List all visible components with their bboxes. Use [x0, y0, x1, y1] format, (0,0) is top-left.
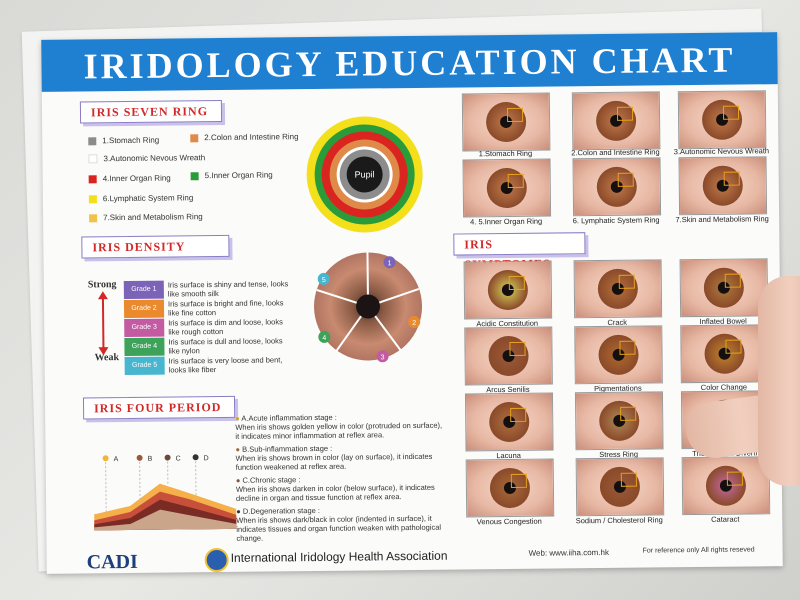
pupil	[346, 156, 383, 193]
swatch	[88, 175, 97, 184]
symptom-caption: Sodium / Cholesterol Ring	[575, 515, 663, 526]
density-grade-desc-4: Iris surface is dull and loose, looks li…	[168, 336, 283, 356]
density-grade-desc-2: Iris surface is bright and fine, looks l…	[167, 298, 284, 318]
ring-photo-caption: 2.Colon and Intestine Ring	[571, 147, 660, 158]
density-grade-5: Grade 5	[124, 356, 165, 376]
density-grade-4: Grade 4	[124, 337, 165, 357]
symptom-photo-3	[679, 258, 769, 318]
symptom-photo-7	[464, 392, 554, 452]
seven-ring-diagram: Pupil	[306, 116, 423, 233]
symptom-caption: Venous Congestion	[476, 516, 542, 527]
swatch	[88, 137, 97, 146]
website: Web: www.iiha.com.hk	[528, 547, 609, 558]
section-density: IRIS DENSITY	[81, 234, 230, 259]
symptom-photo-10	[465, 458, 555, 518]
legend-skin: 7.Skin and Metabolism Ring	[89, 212, 203, 223]
ring-photo-caption: 3.Autonomic Nevous Wreath	[673, 146, 770, 157]
chart-title: IRIDOLOGY EDUCATION CHART	[83, 39, 736, 87]
ring-photo-caption: 6. Lymphatic System Ring	[572, 215, 660, 226]
ring-photo-2	[571, 91, 661, 151]
four-period-graph: A B C D	[94, 454, 237, 531]
swatch	[190, 172, 199, 181]
swatch	[88, 195, 97, 204]
svg-text:1: 1	[388, 260, 392, 267]
legend-inner-organ-5: 5.Inner Organ Ring	[190, 170, 273, 181]
svg-text:B: B	[148, 456, 153, 463]
swatch	[89, 214, 98, 223]
density-grade-3: Grade 3	[124, 318, 165, 338]
symptom-photo-8	[574, 391, 664, 451]
pupil-label: Pupil	[355, 169, 375, 179]
density-wheel: 1 2 3 4 5	[314, 252, 423, 363]
svg-text:5: 5	[322, 277, 326, 284]
swatch	[190, 134, 199, 143]
symptom-photo-4	[464, 326, 553, 386]
symptom-photo-6	[680, 324, 769, 384]
association-name: International Iridology Health Associati…	[230, 548, 448, 565]
stage-c: ● C.Chronic stage : When iris shows darke…	[235, 475, 435, 503]
ring-photo-5	[572, 157, 662, 217]
ring-photo-caption: 7.Skin and Metabolism Ring	[675, 214, 769, 225]
symptom-caption: Cataract	[711, 514, 740, 524]
wheel-labels: 1 2 3 4 5	[317, 256, 421, 363]
ring-photo-caption: 1.Stomach Ring	[478, 148, 533, 159]
four-period-text: ● A.Acute inflammation stage : When iris …	[235, 412, 446, 543]
hand-fingers	[758, 276, 800, 486]
rights-notice: For reference only All rights reseved	[642, 546, 755, 555]
density-grade-1: Grade 1	[123, 280, 164, 300]
marker-d	[192, 454, 199, 461]
stage-a: ● A.Acute inflammation stage : When iris …	[235, 412, 443, 441]
association-emblem	[204, 547, 229, 573]
svg-text:2: 2	[412, 320, 416, 327]
section-seven-ring: IRIS SEVEN RING	[79, 99, 223, 124]
legend-lymphatic: 6.Lymphatic System Ring	[88, 193, 193, 204]
svg-text:3: 3	[381, 354, 385, 361]
legend-inner-organ-4: 4.Inner Organ Ring	[88, 174, 171, 184]
ring-photo-1	[461, 92, 551, 152]
symptom-photo-1	[463, 260, 553, 320]
ring-photo-caption: 4. 5.Inner Organ Ring	[470, 216, 543, 227]
symptom-photo-12	[681, 456, 771, 516]
section-four-period: IRIS FOUR PERIOD	[82, 395, 236, 420]
legend-autonomic: 3.Autonomic Nevous Wreath	[88, 153, 205, 164]
title-banner: IRIDOLOGY EDUCATION CHART	[41, 32, 778, 92]
section-symptomes: IRIS SYMPTOMES	[453, 232, 586, 271]
density-strong-label: Strong	[87, 279, 117, 291]
ring-photo-3	[677, 90, 767, 150]
marker-a	[102, 455, 109, 462]
stage-d: ● D.Degeneration stage : When iris shows …	[236, 505, 442, 543]
swatch	[88, 154, 98, 164]
svg-text:4: 4	[322, 335, 326, 342]
density-grade-desc-5: Iris surface is very loose and bent, loo…	[168, 355, 283, 375]
iridology-chart-poster: IRIDOLOGY EDUCATION CHART IRIS SEVEN RIN…	[41, 32, 783, 574]
symptom-photo-11	[575, 457, 665, 517]
stage-b: ● B.Sub-inflammation stage : When iris sh…	[235, 443, 433, 472]
svg-text:C: C	[176, 455, 181, 462]
symptom-photo-2	[573, 259, 663, 319]
marker-b	[136, 454, 143, 461]
legend-stomach: 1.Stomach Ring	[88, 136, 159, 146]
cadi-logo: CADI	[86, 550, 138, 574]
density-grade-2: Grade 2	[123, 299, 165, 319]
symptom-photo-5	[574, 325, 663, 385]
density-grade-desc-1: Iris surface is shiny and tense, looks l…	[167, 279, 289, 299]
density-arrow	[97, 291, 109, 356]
layer-d	[94, 509, 237, 531]
density-grade-desc-3: Iris surface is dim and loose, looks lik…	[168, 317, 283, 337]
svg-text:A: A	[114, 456, 119, 463]
density-pupil	[356, 294, 381, 319]
marker-c	[164, 454, 171, 461]
ring-photo-4	[462, 158, 552, 218]
ring-photo-6	[678, 156, 768, 216]
svg-text:D: D	[204, 455, 209, 462]
legend-colon: 2.Colon and Intestine Ring	[190, 132, 299, 143]
